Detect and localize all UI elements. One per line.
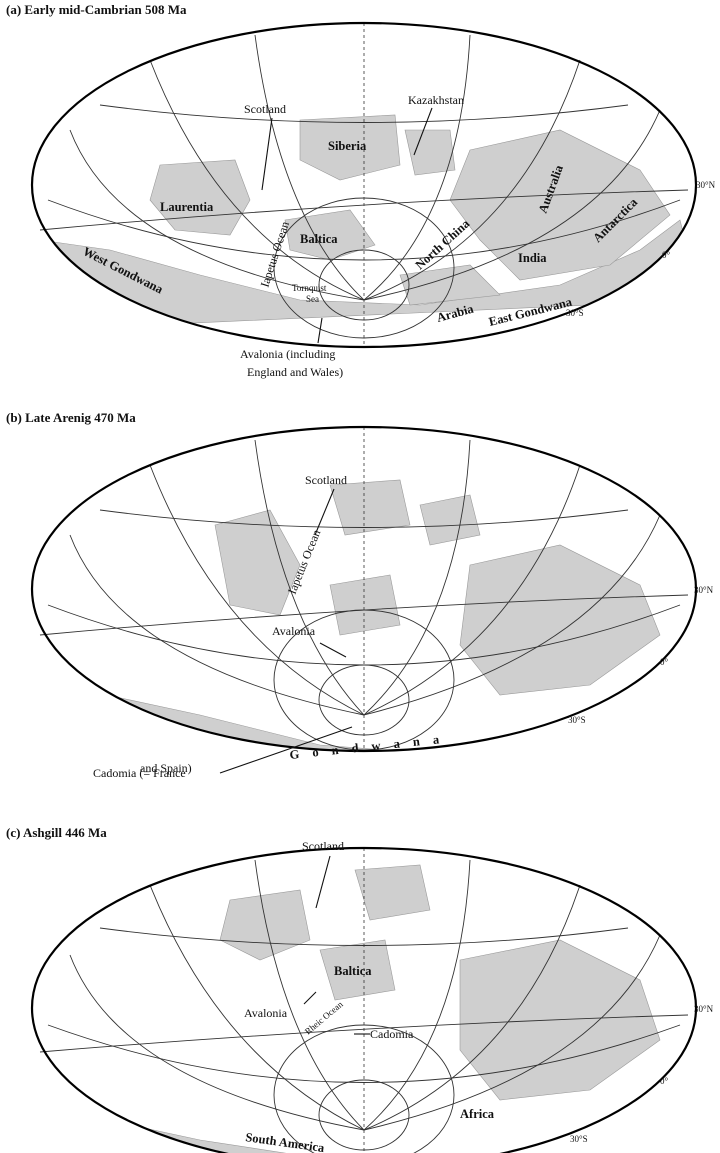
- lat-label-30s: 30°S: [570, 1134, 588, 1144]
- panel-a: (a) Early mid-Cambrian 508 Ma: [0, 0, 720, 379]
- landmass-west-gondwana: [39, 219, 696, 331]
- landmass-kazakhstan: [404, 129, 456, 176]
- graticule-b: [39, 427, 689, 751]
- label-scotland: Scotland: [244, 102, 286, 116]
- panel-a-title: (a) Early mid-Cambrian 508 Ma: [6, 2, 187, 17]
- label-scotland: Scotland: [302, 839, 344, 853]
- map-border-b: [30, 425, 698, 753]
- landmass-c-2: [219, 889, 311, 961]
- landmasses-b: [39, 479, 696, 751]
- lat-label-30s: 30°S: [568, 715, 586, 725]
- landmass-c-3: [354, 864, 431, 921]
- label-avalonia-line1: Avalonia (including: [240, 347, 335, 361]
- label-north-china: North China: [413, 216, 473, 272]
- label-scotland: Scotland: [305, 473, 347, 487]
- label-avalonia-line2: England and Wales): [247, 365, 343, 379]
- panel-b-title: (b) Late Arenig 470 Ma: [6, 410, 136, 425]
- landmass-arabia: [399, 264, 501, 306]
- lat-label-30n: 30°N: [696, 180, 716, 190]
- map-b: 30°N 0° 30°S Scotland Iapetus Ocean Aval…: [30, 425, 714, 780]
- graticule-a: [39, 23, 689, 347]
- landmass-c-baltica: [319, 939, 396, 1001]
- label-gondwana: G o n d w a n a: [289, 732, 445, 762]
- landmass-b-1: [39, 684, 696, 751]
- panel-c: (c) Ashgill 446 Ma 30°N 0° 30°S: [0, 820, 720, 1153]
- label-cadomia-line1: Cadomia (= France: [93, 766, 186, 780]
- label-kazakhstan: Kazakhstan: [408, 93, 464, 107]
- label-tornquist: Tornquist: [292, 283, 327, 293]
- map-a: 30°N 0° 30°S Scotland Kazakhstan Siberia…: [30, 21, 716, 379]
- map-c: 30°N 0° 30°S Scotland Baltica Avalonia R…: [30, 839, 714, 1153]
- label-baltica: Baltica: [300, 232, 338, 246]
- label-baltica: Baltica: [334, 964, 372, 978]
- landmasses-a: [39, 114, 696, 331]
- panel-b: (b) Late Arenig 470 Ma 30°N 0°: [0, 385, 720, 780]
- lat-label-30n: 30°N: [694, 1004, 714, 1014]
- label-cadomia-line2: and Spain): [140, 761, 192, 775]
- label-siberia: Siberia: [328, 139, 367, 153]
- lat-label-30n: 30°N: [694, 585, 714, 595]
- panel-c-title: (c) Ashgill 446 Ma: [6, 825, 107, 840]
- graticule-c: [39, 848, 689, 1153]
- label-avalonia: Avalonia: [244, 1006, 288, 1020]
- landmass-laurentia: [149, 159, 251, 236]
- lat-label-0: 0°: [660, 1076, 669, 1086]
- label-india: India: [518, 251, 547, 265]
- landmass-b-5: [329, 574, 401, 636]
- landmasses-c: [39, 864, 696, 1153]
- lat-label-0: 0°: [662, 250, 671, 260]
- label-africa: Africa: [460, 1107, 495, 1121]
- landmass-b-6: [459, 544, 661, 696]
- label-laurentia: Laurentia: [160, 200, 214, 214]
- landmass-b-3: [329, 479, 411, 536]
- label-avalonia: Avalonia: [272, 624, 316, 638]
- map-border-c: [30, 846, 698, 1153]
- label-tornquist-sea: Sea: [306, 294, 319, 304]
- lat-label-30s: 30°S: [566, 308, 584, 318]
- landmass-siberia: [299, 114, 401, 181]
- landmass-b-4: [419, 494, 481, 546]
- lat-label-0: 0°: [660, 657, 669, 667]
- map-border-a: [30, 21, 698, 349]
- landmass-east-gondwana: [449, 129, 671, 281]
- label-cadomia: Cadomia: [370, 1027, 414, 1041]
